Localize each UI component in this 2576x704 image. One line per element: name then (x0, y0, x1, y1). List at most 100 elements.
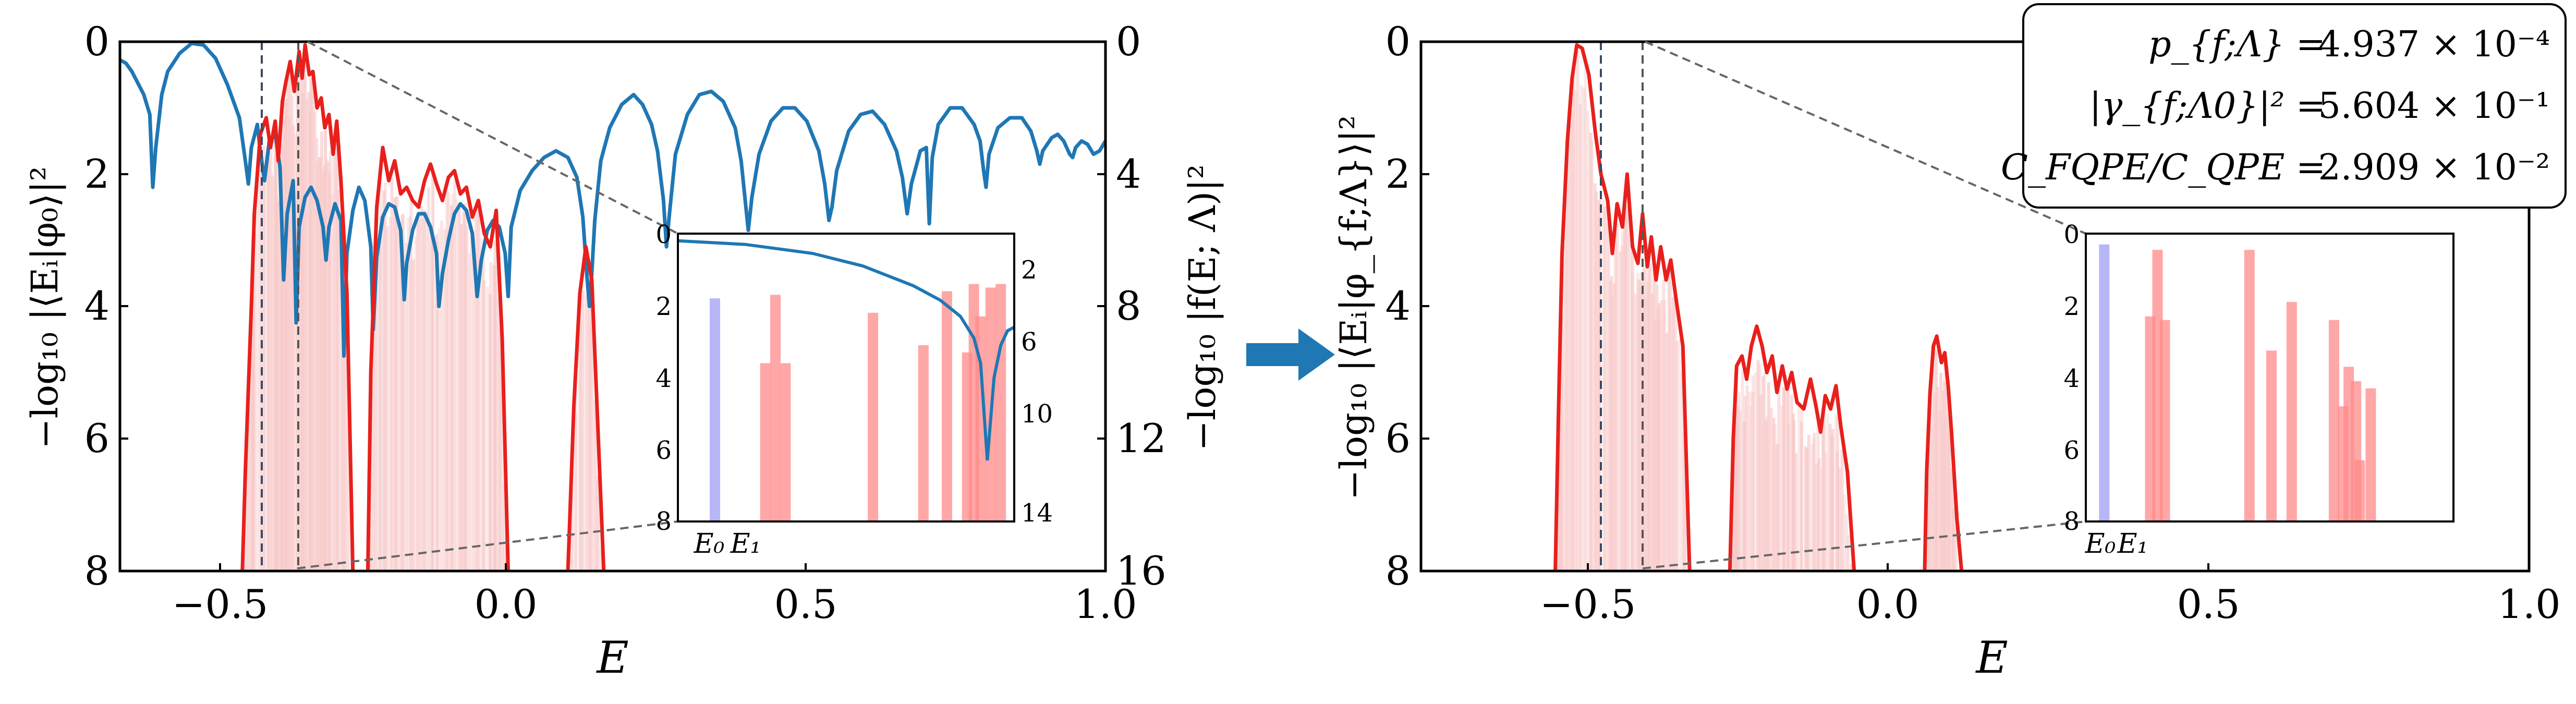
left-inset-bars (710, 284, 1006, 521)
inset-bar (942, 291, 952, 521)
left-spectrum-bar (245, 466, 248, 571)
right-spectrum-bar (1561, 263, 1565, 572)
left-spectrum-bar (305, 100, 308, 571)
right-spectrum-bar (1831, 429, 1834, 571)
left-spectrum-bar (298, 109, 302, 571)
right-spectrum-bar (1579, 85, 1583, 571)
left-x-axis-label: E (596, 632, 628, 683)
right-spectrum-bar (1936, 387, 1939, 571)
left-spectrum-bar (489, 262, 493, 571)
left-spectrum-bar (596, 477, 600, 571)
overlap-curve-line (1923, 334, 1964, 572)
right-spectrum-bar (1681, 372, 1684, 571)
left-spectrum-bar (482, 280, 486, 571)
left-spectrum-bar (299, 68, 302, 571)
left-right-y-tick-label: 8 (1116, 283, 1141, 329)
left-spectrum-bar (590, 306, 594, 571)
left-spectrum-bar (467, 253, 471, 571)
right-spectrum-bar (1817, 458, 1821, 571)
right-x-tick-label: 0.0 (1856, 581, 1919, 627)
right-spectrum-bar (1665, 333, 1669, 571)
stat-label: |γ_{f;Λ0}|² = (2089, 86, 2326, 127)
left-spectrum-bar (495, 265, 499, 571)
left-spectrum-bar (417, 219, 421, 571)
inset-bar (918, 345, 929, 521)
right-spectrum-bar (1620, 246, 1624, 571)
left-spectrum-bar (256, 186, 260, 572)
right-spectrum-bar (1747, 392, 1751, 571)
right-spectrum-bar (1669, 307, 1673, 571)
left-spectrum-bar (570, 462, 574, 571)
right-spectrum-bar (1571, 80, 1574, 572)
right-spectrum-bar (1603, 206, 1607, 571)
right-spectrum-bar (1928, 412, 1932, 571)
left-spectrum-bar (574, 412, 577, 571)
right-spectrum-bar (1566, 159, 1570, 571)
right-spectrum-bar (1777, 383, 1781, 571)
left-spectrum-bar (300, 93, 304, 571)
left-spectrum-bar (574, 378, 578, 571)
stat-label: C_FQPE/C_QPE = (2001, 147, 2326, 188)
left-spectrum-bar (409, 216, 412, 571)
right-spectrum-bar (1572, 69, 1576, 571)
right-spectrum-bar (1644, 298, 1647, 571)
right-spectrum-bar (1642, 268, 1646, 571)
right-panel: −0.5 0.0 0.5 1.0 E 0 2 4 6 8 −log₁₀ |⟨Eᵢ… (1332, 3, 2567, 683)
left-spectrum-bars (242, 54, 603, 572)
left-right-y-tick-label: 0 (1116, 18, 1141, 65)
right-spectrum-bar (1765, 416, 1769, 571)
right-y-tick-label: 0 (1386, 18, 1411, 65)
left-spectrum-bar (502, 484, 506, 571)
right-spectrum-bar (1759, 395, 1763, 571)
left-spectrum-bar (398, 222, 402, 572)
inset-bar (780, 363, 791, 521)
stat-label: p_{f;Λ} = (2148, 24, 2326, 65)
left-spectrum-bar (346, 342, 349, 571)
right-spectrum-bar (1736, 406, 1740, 571)
right-spectrum-bar (1576, 50, 1579, 571)
left-spectrum-bar (411, 259, 415, 572)
left-spectrum-bar (455, 199, 458, 571)
left-spectrum-bar (280, 144, 284, 571)
right-spectrum-bar (1752, 375, 1755, 571)
right-spectrum-bar (1811, 444, 1814, 571)
right-inset-y-tick-label: 4 (2063, 364, 2080, 393)
left-spectrum-bar (465, 226, 469, 571)
left-inset-y-tick-label: 8 (655, 507, 672, 536)
right-spectrum-bar (1784, 386, 1788, 571)
right-spectrum-bar (1611, 295, 1614, 571)
transform-arrow (1246, 329, 1335, 381)
right-x-tick-label: 0.5 (2177, 581, 2240, 627)
right-spectrum-bar (1560, 315, 1563, 571)
right-spectrum-bar (1675, 341, 1679, 571)
left-inset-y-tick-label: 6 (655, 436, 672, 465)
left-spectrum-bar (401, 214, 405, 572)
left-spectrum-bar (469, 237, 473, 571)
left-spectrum-bar (423, 210, 427, 572)
left-spectrum-bar (242, 563, 246, 571)
right-y-tick-label: 2 (1386, 151, 1411, 197)
right-spectrum-bar (1948, 414, 1951, 571)
left-inset-y-tick-label: 2 (655, 292, 672, 321)
right-spectrum-bar (1658, 303, 1661, 571)
right-spectrum-bar (1954, 509, 1958, 571)
right-spectrum-bar (1787, 423, 1790, 571)
left-y-tick-label: 0 (84, 18, 110, 65)
left-spectrum-bar (486, 286, 490, 571)
right-spectrum-bar (1828, 423, 1832, 571)
right-spectrum-bar (1590, 141, 1594, 571)
left-x-tick-label: 0.0 (475, 581, 538, 627)
right-spectrum-bar (1667, 269, 1671, 571)
overlap-curve-line (566, 245, 606, 572)
right-spectrum-bar (1584, 65, 1587, 571)
left-spectrum-bar (268, 152, 272, 571)
right-spectrum-bar (1805, 448, 1808, 571)
right-spectrum-bar (1607, 222, 1611, 571)
left-spectrum-bar (409, 200, 413, 571)
left-y-tick-label: 6 (84, 415, 110, 462)
left-spectrum-bar (385, 226, 389, 571)
right-spectrum-bar (1840, 449, 1844, 571)
right-spectrum-bar (1624, 205, 1627, 571)
left-spectrum-bar (472, 254, 476, 572)
